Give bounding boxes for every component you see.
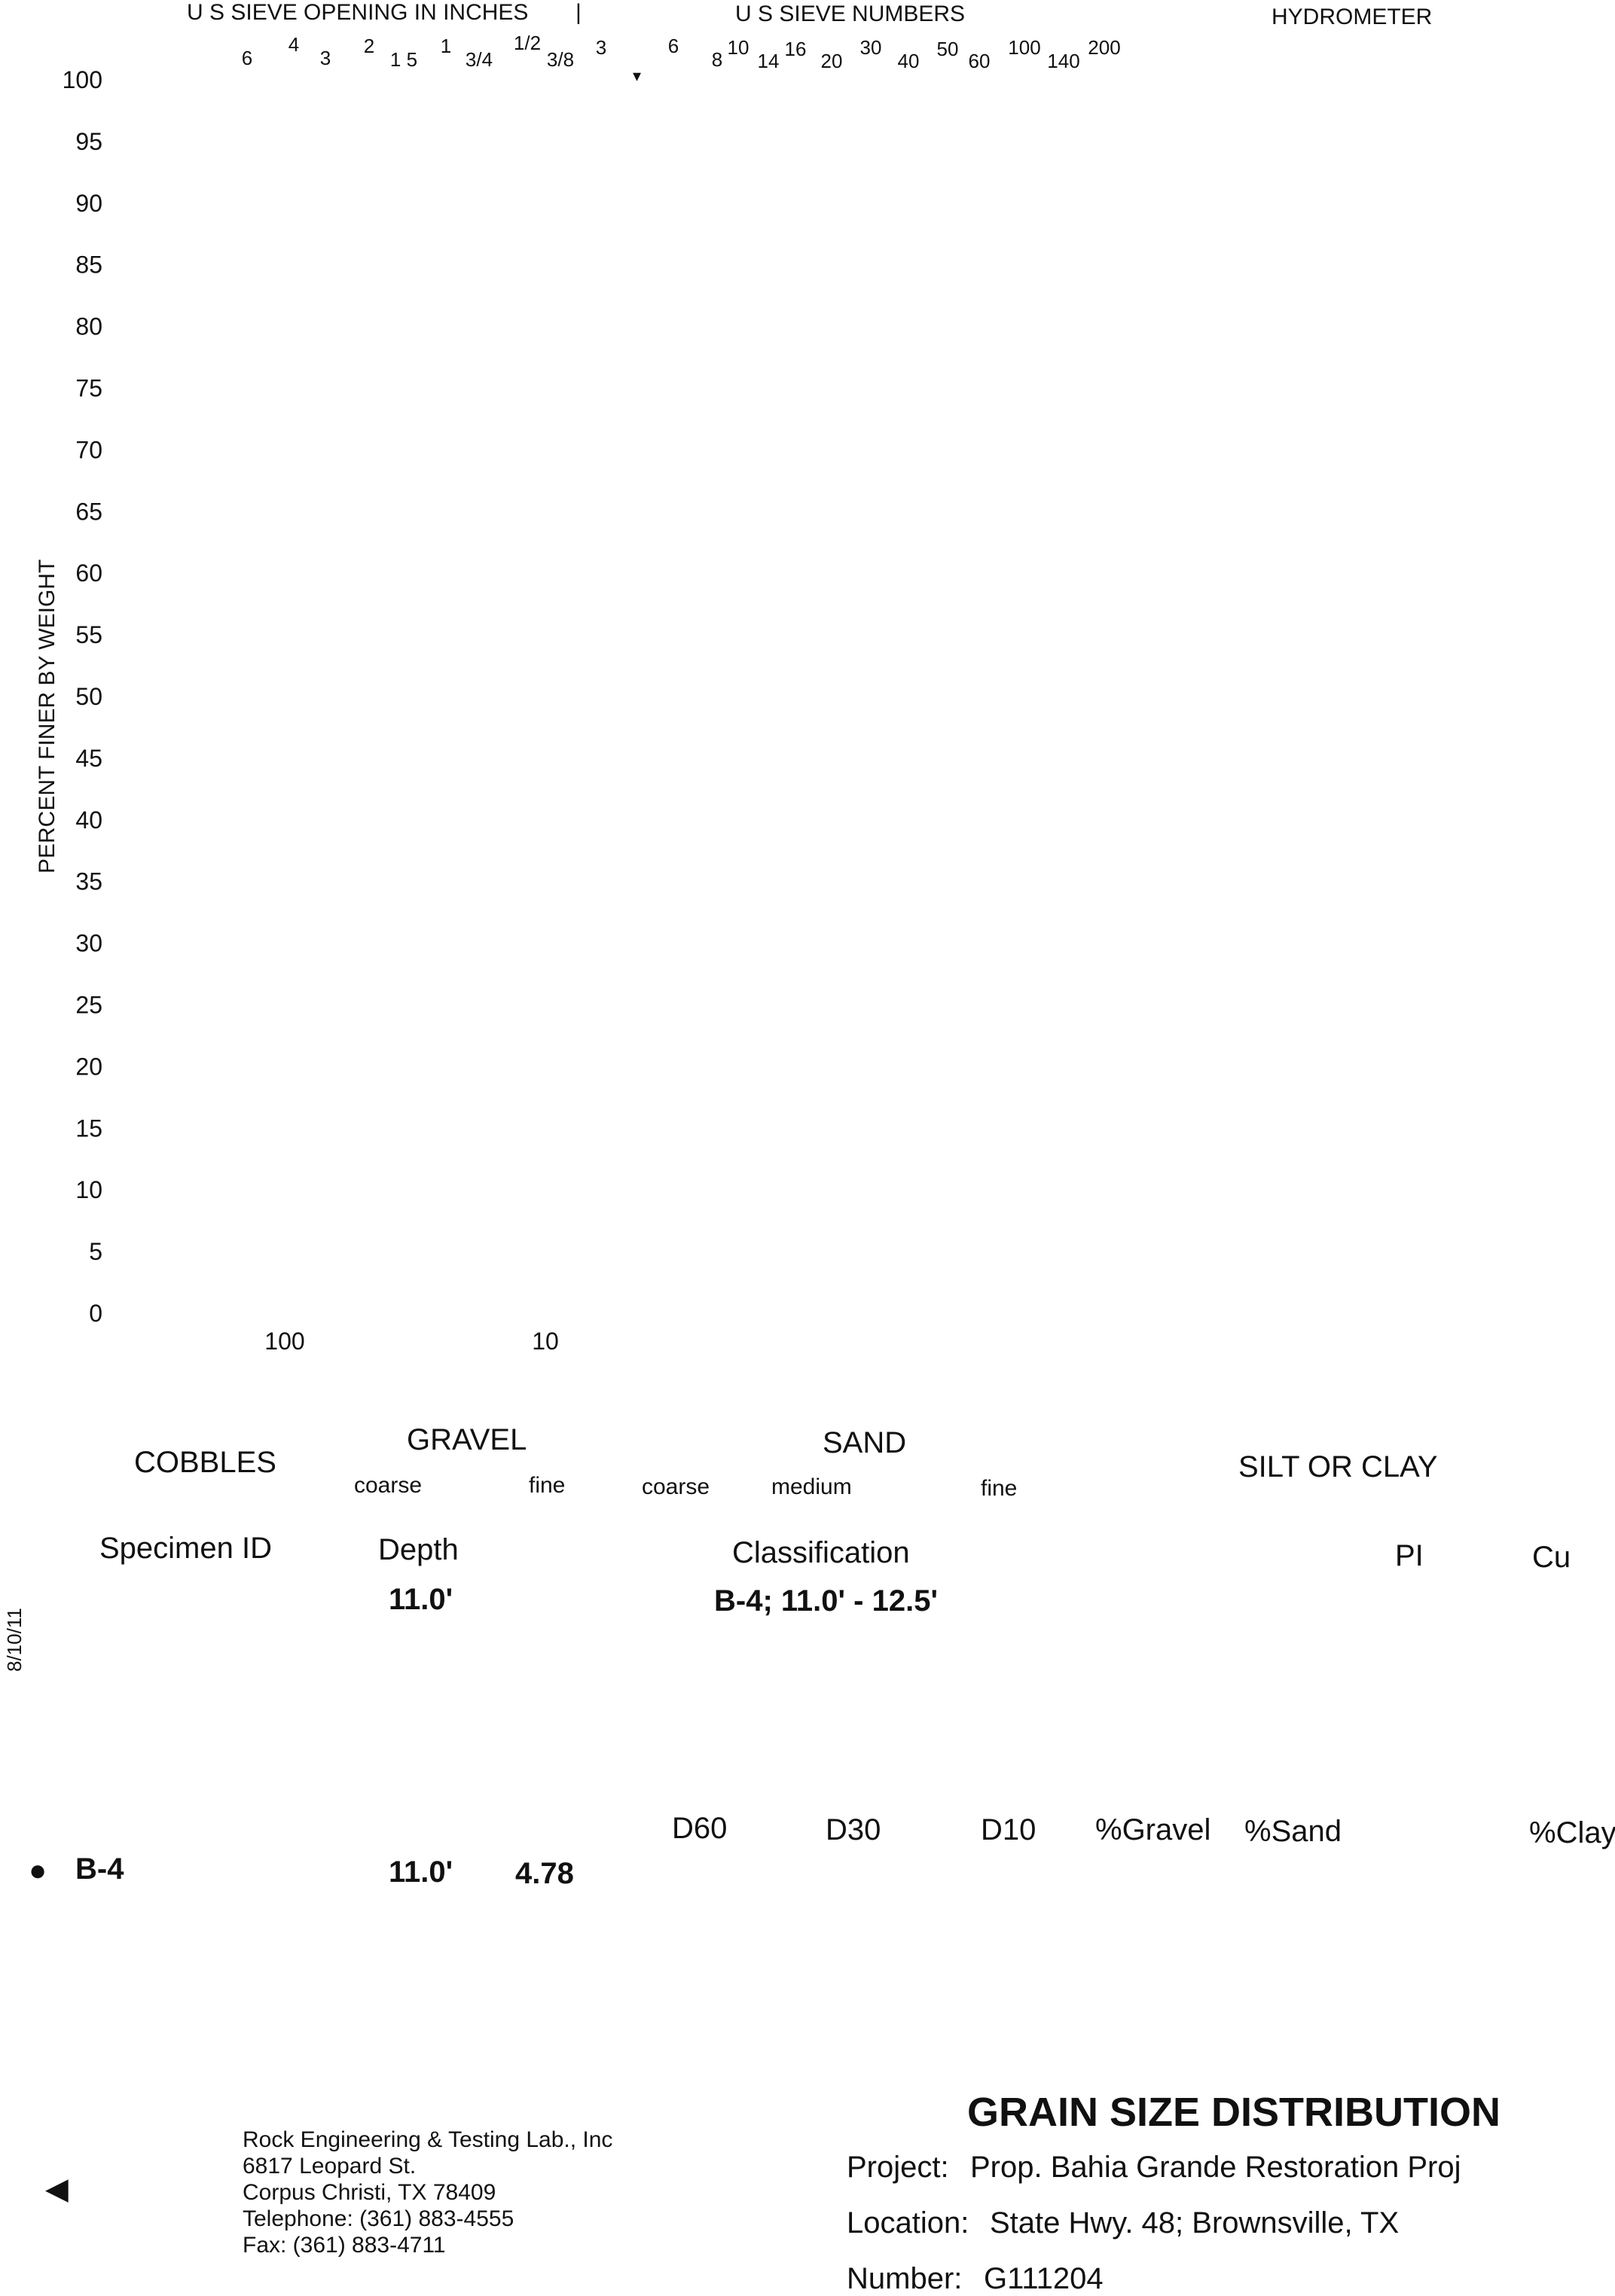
y-tick-label: 70 — [75, 436, 102, 463]
axis-separator: | — [575, 0, 582, 25]
company-street: 6817 Leopard St. — [243, 2154, 417, 2179]
band-gravel: GRAVEL — [407, 1423, 527, 1456]
y-tick-label: 5 — [89, 1238, 102, 1265]
sieve-numbers-title: U S SIEVE NUMBERS — [735, 2, 966, 26]
y-tick-label: 0 — [89, 1300, 102, 1327]
hydrometer-title: HYDROMETER — [1272, 5, 1433, 29]
sieve-inch-label: 3/8 — [547, 48, 574, 71]
y-tick-label: 50 — [75, 683, 102, 710]
sieve-inch-label: 3/4 — [466, 48, 493, 71]
y-tick-label: 25 — [75, 992, 102, 1019]
row1-depth: 11.0' — [389, 1583, 453, 1616]
sieve-number-label: 6 — [668, 35, 679, 57]
row2-marker: ● — [29, 1854, 47, 1887]
sieve-number-label: 30 — [860, 36, 882, 59]
sieve-inch-label: 1/2 — [514, 32, 541, 54]
header-classification: Classification — [732, 1536, 910, 1569]
side-date: 8/10/11 — [3, 1608, 26, 1672]
band-silt-clay: SILT OR CLAY — [1238, 1450, 1438, 1483]
company-telephone: Telephone: (361) 883-4555 — [243, 2206, 514, 2231]
x-tick-label: 10 — [532, 1328, 559, 1355]
sieve-number-label: 60 — [969, 50, 991, 72]
y-tick-label: 10 — [75, 1176, 102, 1203]
company-name: Rock Engineering & Testing Lab., Inc — [243, 2127, 613, 2152]
band-sand-coarse: coarse — [642, 1474, 710, 1499]
header-depth: Depth — [378, 1533, 459, 1566]
band-sand-medium: medium — [771, 1474, 852, 1499]
number-value: G111204 — [984, 2262, 1104, 2295]
back-arrow-icon[interactable]: ◀ — [45, 2173, 69, 2206]
report-title: GRAIN SIZE DISTRIBUTION — [967, 2090, 1501, 2135]
sieve-number-label: 40 — [898, 50, 920, 72]
y-tick-label: 55 — [75, 621, 102, 648]
sieve-inch-label: 3 — [320, 47, 331, 69]
sieve-number-label: 20 — [821, 50, 843, 72]
company-city: Corpus Christi, TX 78409 — [243, 2180, 496, 2205]
y-tick-label: 100 — [63, 66, 102, 93]
row1-classification: B-4; 11.0' - 12.5' — [714, 1584, 938, 1618]
sieve-number-label: 14 — [758, 50, 780, 72]
band-sand-fine: fine — [981, 1476, 1018, 1501]
header-d30: D30 — [826, 1813, 881, 1846]
stray-mark: ▾ — [633, 66, 642, 85]
y-tick-label: 90 — [75, 190, 102, 217]
header-d60: D60 — [672, 1812, 728, 1845]
location-value: State Hwy. 48; Brownsville, TX — [990, 2206, 1400, 2240]
project-value: Prop. Bahia Grande Restoration Proj — [970, 2151, 1461, 2184]
sieve-inch-label: 3 — [596, 36, 606, 59]
sieve-inch-label: 2 — [364, 35, 374, 57]
sieve-number-label: 16 — [785, 38, 807, 60]
header-d10: D10 — [981, 1813, 1036, 1846]
company-block: Rock Engineering & Testing Lab., Inc 681… — [243, 2127, 612, 2258]
y-tick-label: 15 — [75, 1114, 102, 1142]
band-gravel-fine: fine — [529, 1473, 566, 1498]
number-label: Number: — [847, 2262, 963, 2295]
company-fax: Fax: (361) 883-4711 — [243, 2233, 446, 2258]
sieve-number-label: 10 — [728, 36, 749, 59]
y-tick-label: 85 — [75, 252, 102, 279]
header-clay-pct: %Clay — [1529, 1816, 1615, 1849]
header-pi: PI — [1395, 1539, 1424, 1572]
header-gravel-pct: %Gravel — [1095, 1813, 1211, 1846]
row2-specimen: B-4 — [75, 1852, 124, 1886]
row2-value: 4.78 — [515, 1857, 574, 1890]
band-sand: SAND — [823, 1426, 907, 1459]
y-tick-label: 35 — [75, 868, 102, 895]
location-label: Location: — [847, 2206, 969, 2240]
band-gravel-coarse: coarse — [354, 1473, 423, 1498]
header-sand-pct: %Sand — [1244, 1815, 1342, 1848]
project-label: Project: — [847, 2151, 949, 2184]
sieve-number-label: 200 — [1088, 36, 1120, 59]
sieve-inches-title: U S SIEVE OPENING IN INCHES — [187, 0, 529, 25]
x-tick-label: 100 — [264, 1328, 304, 1355]
y-tick-label: 30 — [75, 930, 102, 957]
header-specimen-id: Specimen ID — [99, 1532, 272, 1565]
y-tick-label: 75 — [75, 375, 102, 402]
y-axis-title: PERCENT FINER BY WEIGHT — [35, 559, 60, 874]
y-tick-label: 40 — [75, 806, 102, 834]
sieve-inch-label: 1 — [441, 35, 451, 57]
header-cu: Cu — [1532, 1541, 1571, 1574]
y-tick-label: 45 — [75, 745, 102, 772]
y-tick-label: 20 — [75, 1053, 102, 1080]
row2-depth: 11.0' — [389, 1855, 453, 1889]
sieve-number-label: 100 — [1008, 36, 1040, 59]
sieve-inch-label: 4 — [289, 33, 299, 56]
band-cobbles: COBBLES — [134, 1446, 276, 1479]
sieve-inch-label: 1 5 — [390, 48, 417, 71]
sieve-number-label: 8 — [712, 48, 722, 71]
y-tick-label: 95 — [75, 128, 102, 155]
y-tick-label: 60 — [75, 560, 102, 587]
sieve-inch-label: 6 — [242, 47, 252, 69]
y-tick-label: 65 — [75, 498, 102, 525]
sieve-number-label: 50 — [937, 38, 959, 60]
sieve-number-label: 140 — [1047, 50, 1079, 72]
y-tick-label: 80 — [75, 313, 102, 340]
